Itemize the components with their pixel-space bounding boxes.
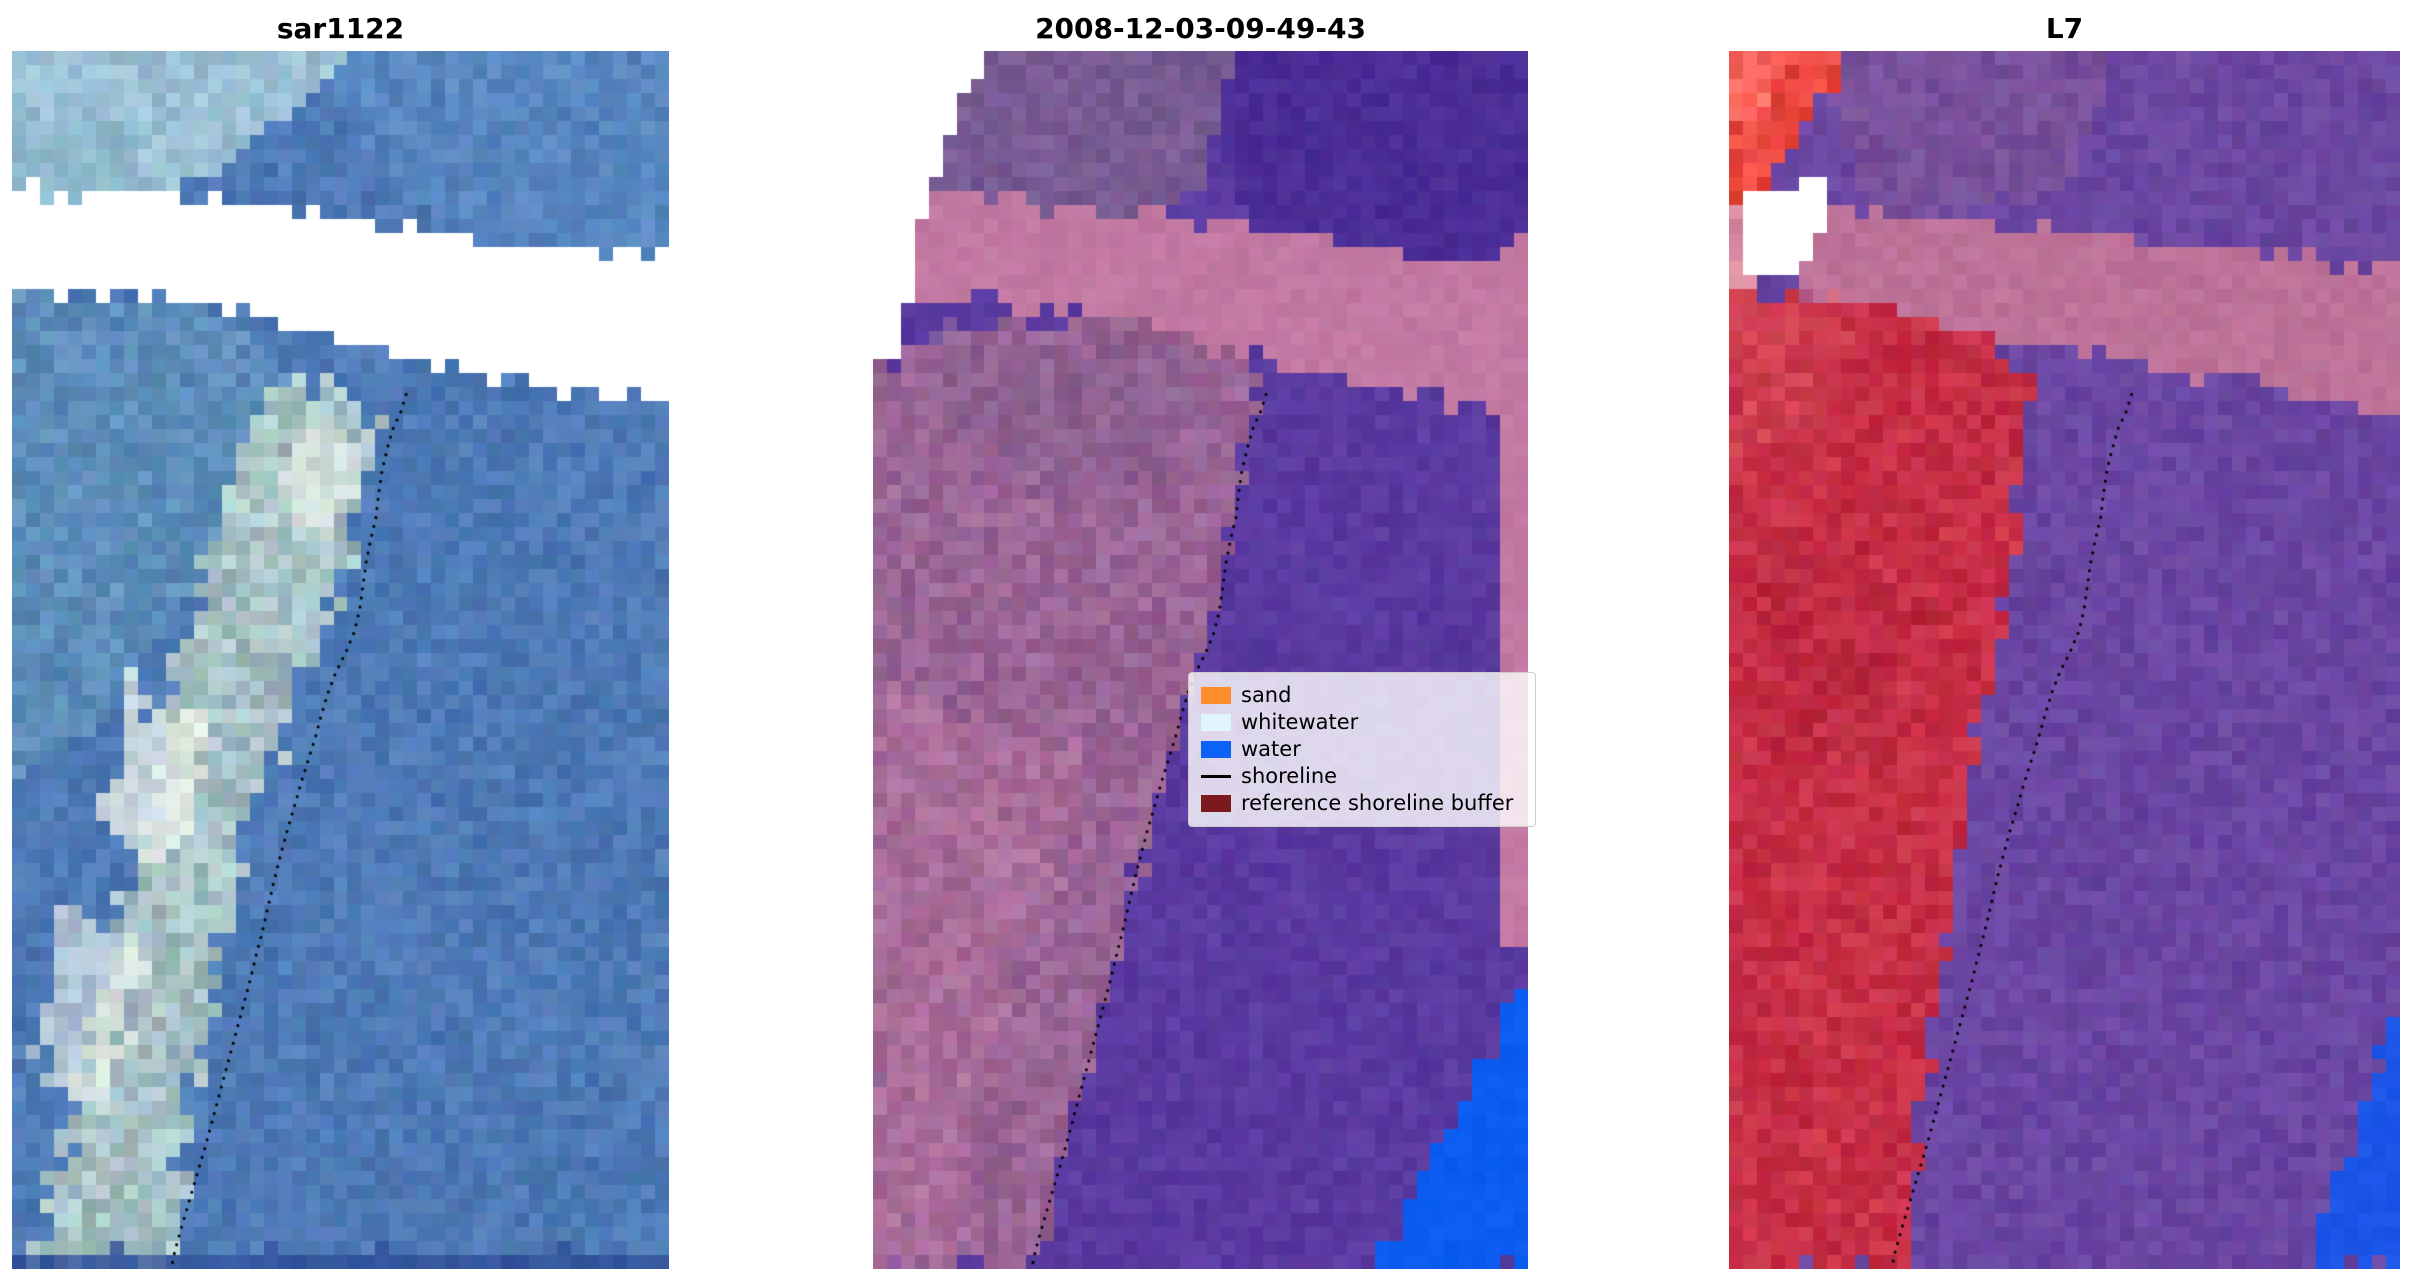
legend-entry-shoreline: shoreline <box>1201 763 1523 790</box>
legend-label: sand <box>1241 683 1292 707</box>
panel-title-l7: L7 <box>2045 12 2084 45</box>
legend-swatch-water <box>1201 741 1231 758</box>
legend-entry-reference-shoreline-buffer: reference shoreline buffer <box>1201 790 1523 817</box>
panel-image-l7 <box>1729 51 2400 1269</box>
legend-swatch-shoreline <box>1201 775 1231 778</box>
panel-title-date: 2008-12-03-09-49-43 <box>1035 12 1366 45</box>
legend-entry-sand: sand <box>1201 682 1523 709</box>
legend-swatch-reference-shoreline-buffer <box>1201 795 1231 812</box>
legend-entry-water: water <box>1201 736 1523 763</box>
legend-swatch-sand <box>1201 687 1231 704</box>
panel-image-classified <box>873 51 1528 1269</box>
legend-entry-whitewater: whitewater <box>1201 709 1523 736</box>
panel-image-sar1122 <box>12 51 669 1269</box>
legend-label: shoreline <box>1241 764 1338 788</box>
legend-label: reference shoreline buffer <box>1241 791 1514 815</box>
legend-swatch-whitewater <box>1201 714 1231 731</box>
legend-label: water <box>1241 737 1301 761</box>
classification-legend: sand whitewater water shoreline reference sh… <box>1188 672 1536 827</box>
legend-label: whitewater <box>1241 710 1359 734</box>
panel-title-sar1122: sar1122 <box>276 12 405 45</box>
